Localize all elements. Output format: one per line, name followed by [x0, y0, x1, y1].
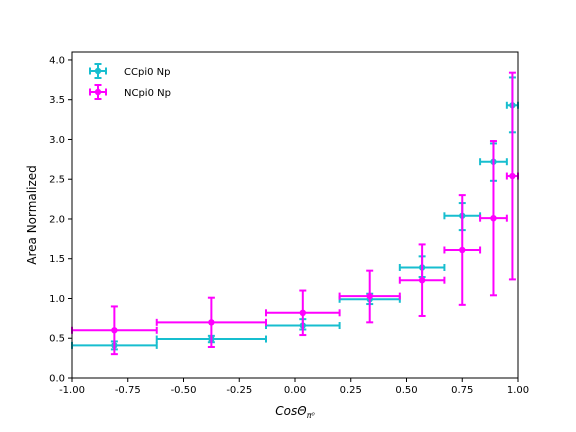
x-tick-label: 0.75 — [451, 385, 473, 396]
y-tick-label: 0.5 — [49, 334, 65, 345]
x-tick-label: -0.50 — [171, 385, 197, 396]
data-point — [208, 319, 215, 326]
x-tick-label: 0.25 — [340, 385, 362, 396]
data-point — [418, 277, 426, 284]
x-tick-label: -0.25 — [226, 385, 252, 396]
data-point — [459, 246, 466, 254]
y-tick-label: 2.0 — [49, 214, 65, 225]
series-1 — [71, 71, 519, 356]
x-axis-label-base: CosΘ — [275, 404, 307, 418]
legend: CCpi0 Np NCpi0 Np — [89, 63, 171, 100]
x-tick-label: 0.00 — [284, 385, 306, 396]
y-tick-label: 3.0 — [49, 135, 65, 146]
legend-label: CCpi0 Np — [124, 67, 170, 78]
data-point — [111, 327, 118, 334]
y-axis: 0.0 0.5 1.0 1.5 2.0 2.5 3.0 3.5 4.0 — [49, 55, 72, 385]
series-0 — [71, 76, 519, 351]
legend-item-0: CCpi0 Np — [89, 63, 170, 79]
y-tick-label: 4.0 — [49, 55, 65, 66]
plot-marks — [71, 71, 519, 356]
data-point — [490, 214, 497, 222]
legend-item-1: NCpi0 Np — [89, 84, 171, 100]
data-point — [509, 172, 516, 180]
x-tick-label: 1.00 — [507, 385, 529, 396]
y-tick-label: 2.5 — [49, 175, 65, 186]
data-point — [299, 309, 307, 316]
x-tick-label: 0.50 — [395, 385, 417, 396]
y-tick-label: 0.0 — [49, 374, 65, 385]
x-axis: -1.00 -0.75 -0.50 -0.25 0.00 0.25 0.50 0.75 1.00 — [59, 378, 529, 396]
y-axis-label: Area Normalized — [25, 165, 39, 264]
y-tick-label: 1.5 — [49, 254, 65, 265]
legend-marker — [94, 67, 102, 75]
x-axis-label: CosΘπ⁰ — [275, 404, 315, 420]
x-tick-label: -0.75 — [115, 385, 141, 396]
y-tick-label: 1.0 — [49, 294, 65, 305]
x-tick-label: -1.00 — [59, 385, 85, 396]
y-tick-label: 3.5 — [49, 95, 65, 106]
x-axis-label-sub: π⁰ — [307, 411, 316, 420]
data-point — [366, 292, 373, 300]
legend-marker — [94, 88, 102, 96]
legend-label: NCpi0 Np — [124, 88, 171, 99]
